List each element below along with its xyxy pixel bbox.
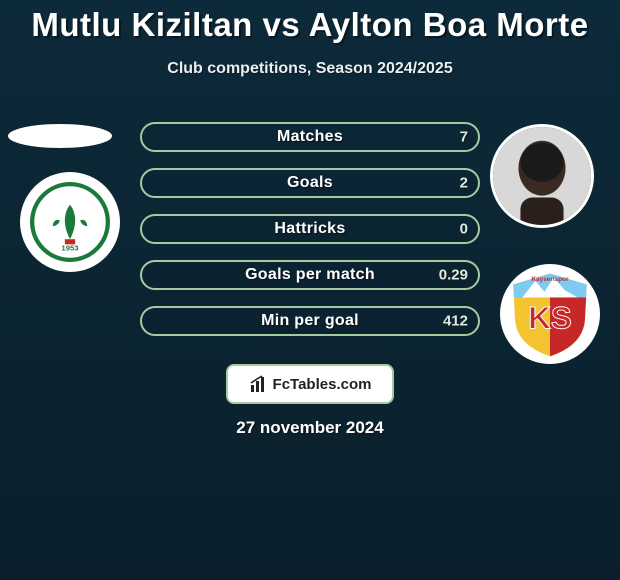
brand-badge[interactable]: FcTables.com [226, 364, 394, 404]
chart-icon [249, 374, 269, 394]
stat-value-right: 0.29 [439, 267, 468, 284]
stat-row: Matches 7 [140, 122, 480, 152]
footer-date: 27 november 2024 [236, 418, 383, 438]
stat-row: Goals per match 0.29 [140, 260, 480, 290]
stat-label: Hattricks [274, 220, 345, 238]
rizespor-icon: 1953 [27, 179, 113, 265]
svg-text:KS: KS [528, 301, 571, 336]
subtitle: Club competitions, Season 2024/2025 [0, 60, 620, 78]
stat-row: Hattricks 0 [140, 214, 480, 244]
club-crest-left: 1953 [20, 172, 120, 272]
player-avatar-left [8, 124, 112, 148]
comparison-card: Mutlu Kiziltan vs Aylton Boa Morte Club … [0, 0, 620, 580]
kayserispor-icon: KS Kayserispor [504, 268, 596, 360]
club-crest-right: KS Kayserispor [500, 264, 600, 364]
stat-value-right: 0 [460, 221, 468, 238]
stat-label: Goals [287, 174, 333, 192]
player-silhouette-icon [493, 127, 591, 225]
stat-value-right: 2 [460, 175, 468, 192]
stat-label: Goals per match [245, 266, 375, 284]
stat-value-right: 7 [460, 129, 468, 146]
brand-text: FcTables.com [273, 376, 372, 393]
player-avatar-right [490, 124, 594, 228]
stats-list: Matches 7 Goals 2 Hattricks 0 Goals per match 0… [140, 122, 480, 352]
stat-label: Matches [277, 128, 343, 146]
svg-text:1953: 1953 [61, 243, 79, 252]
stat-row: Min per goal 412 [140, 306, 480, 336]
stat-row: Goals 2 [140, 168, 480, 198]
stat-value-right: 412 [443, 313, 468, 330]
stat-label: Min per goal [261, 312, 359, 330]
svg-text:Kayserispor: Kayserispor [531, 276, 569, 283]
page-title: Mutlu Kiziltan vs Aylton Boa Morte [0, 0, 620, 44]
